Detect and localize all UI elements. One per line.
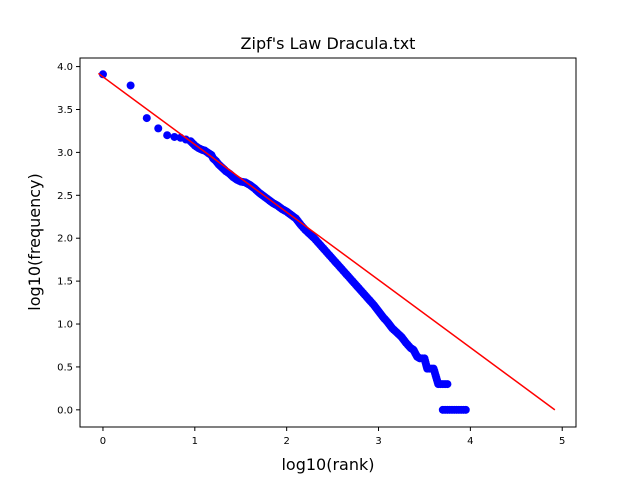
scatter-point	[342, 270, 351, 279]
y-tick-label: 3.5	[57, 105, 73, 116]
x-tick-label: 0	[100, 436, 106, 447]
scatter-point	[296, 220, 305, 229]
scatter-point	[98, 70, 107, 79]
scatter-point	[365, 295, 374, 304]
x-axis-label: log10(rank)	[281, 455, 374, 474]
x-tick-label: 5	[559, 436, 565, 447]
scatter-point	[461, 405, 470, 414]
y-tick-label: 1.5	[57, 277, 73, 288]
scatter-point	[310, 234, 319, 243]
x-tick-label: 3	[375, 436, 381, 447]
y-tick-label: 0.0	[57, 405, 73, 416]
scatter-point	[142, 114, 151, 123]
scatter-point	[346, 275, 355, 284]
x-tick-label: 1	[192, 436, 198, 447]
y-tick-label: 0.5	[57, 362, 73, 373]
scatter-point	[328, 254, 337, 263]
y-tick-label: 2.0	[57, 234, 73, 245]
data-marks	[97, 70, 556, 414]
scatter-point	[319, 244, 328, 253]
y-tick-label: 3.0	[57, 148, 73, 159]
y-axis-ticks: 0.0 0.5 1.0 1.5 2.0 2.5 3.0 3.5 4.0	[57, 62, 80, 416]
scatter-point	[402, 338, 411, 347]
y-tick-label: 2.5	[57, 191, 73, 202]
scatter-point	[324, 249, 332, 258]
scatter-point	[369, 301, 378, 310]
x-tick-label: 2	[283, 436, 289, 447]
y-tick-label: 1.0	[57, 320, 73, 331]
scatter-point	[443, 380, 452, 389]
scatter-point	[314, 239, 323, 248]
scatter-point	[374, 307, 383, 316]
scatter-point	[337, 265, 346, 274]
scatter-point	[333, 259, 342, 268]
scatter-point	[397, 332, 406, 341]
scatter-point	[360, 290, 369, 299]
scatter-point	[154, 124, 163, 133]
scatter-point	[379, 313, 388, 322]
scatter-point	[429, 364, 438, 373]
scatter-point	[170, 132, 179, 141]
chart-title: Zipf's Law Dracula.txt	[241, 34, 416, 53]
scatter-point	[163, 131, 172, 140]
y-axis-label: log10(frequency)	[25, 173, 44, 310]
scatter-point	[126, 81, 135, 90]
scatter-point	[420, 354, 429, 363]
axes-frame	[79, 57, 577, 428]
x-tick-label: 4	[467, 436, 473, 447]
scatter-point	[423, 364, 432, 373]
y-tick-label: 4.0	[57, 62, 73, 73]
scatter-point	[356, 285, 365, 294]
scatter-point	[351, 280, 360, 289]
scatter-point	[409, 345, 418, 354]
scatter-point	[383, 318, 392, 327]
x-axis-ticks: 0 1 2 3 4 5	[100, 427, 565, 447]
fit-line	[97, 72, 556, 411]
